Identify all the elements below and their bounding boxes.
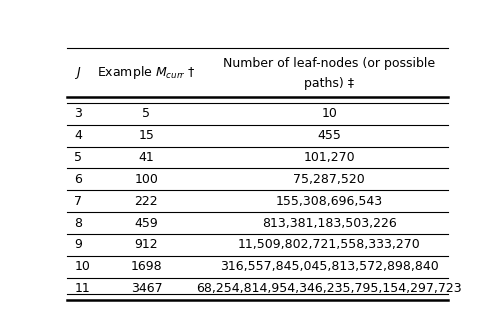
Text: 4: 4 <box>74 129 82 142</box>
Text: 5: 5 <box>142 108 150 120</box>
Text: Number of leaf-nodes (or possible: Number of leaf-nodes (or possible <box>223 57 434 70</box>
Text: 68,254,814,954,346,235,795,154,297,723: 68,254,814,954,346,235,795,154,297,723 <box>196 282 461 295</box>
Text: 155,308,696,543: 155,308,696,543 <box>275 195 382 208</box>
Text: 101,270: 101,270 <box>303 151 354 164</box>
Text: Example $M_{curr}$ †: Example $M_{curr}$ † <box>97 64 195 81</box>
Text: 10: 10 <box>74 260 90 273</box>
Text: 222: 222 <box>134 195 158 208</box>
Text: 100: 100 <box>134 173 158 186</box>
Text: 1698: 1698 <box>130 260 162 273</box>
Text: 455: 455 <box>317 129 341 142</box>
Text: paths) ‡: paths) ‡ <box>304 77 354 89</box>
Text: 9: 9 <box>74 239 82 251</box>
Text: 316,557,845,045,813,572,898,840: 316,557,845,045,813,572,898,840 <box>219 260 438 273</box>
Text: 11,509,802,721,558,333,270: 11,509,802,721,558,333,270 <box>237 239 420 251</box>
Text: 7: 7 <box>74 195 82 208</box>
Text: 15: 15 <box>138 129 154 142</box>
Text: $J$: $J$ <box>74 65 82 81</box>
Text: 3: 3 <box>74 108 82 120</box>
Text: 10: 10 <box>321 108 337 120</box>
Text: 6: 6 <box>74 173 82 186</box>
Text: 3467: 3467 <box>130 282 162 295</box>
Text: 912: 912 <box>134 239 158 251</box>
Text: 459: 459 <box>134 217 158 229</box>
Text: 813,381,183,503,226: 813,381,183,503,226 <box>262 217 396 229</box>
Text: 5: 5 <box>74 151 82 164</box>
Text: 8: 8 <box>74 217 82 229</box>
Text: 75,287,520: 75,287,520 <box>293 173 364 186</box>
Text: 11: 11 <box>74 282 90 295</box>
Text: 41: 41 <box>138 151 154 164</box>
